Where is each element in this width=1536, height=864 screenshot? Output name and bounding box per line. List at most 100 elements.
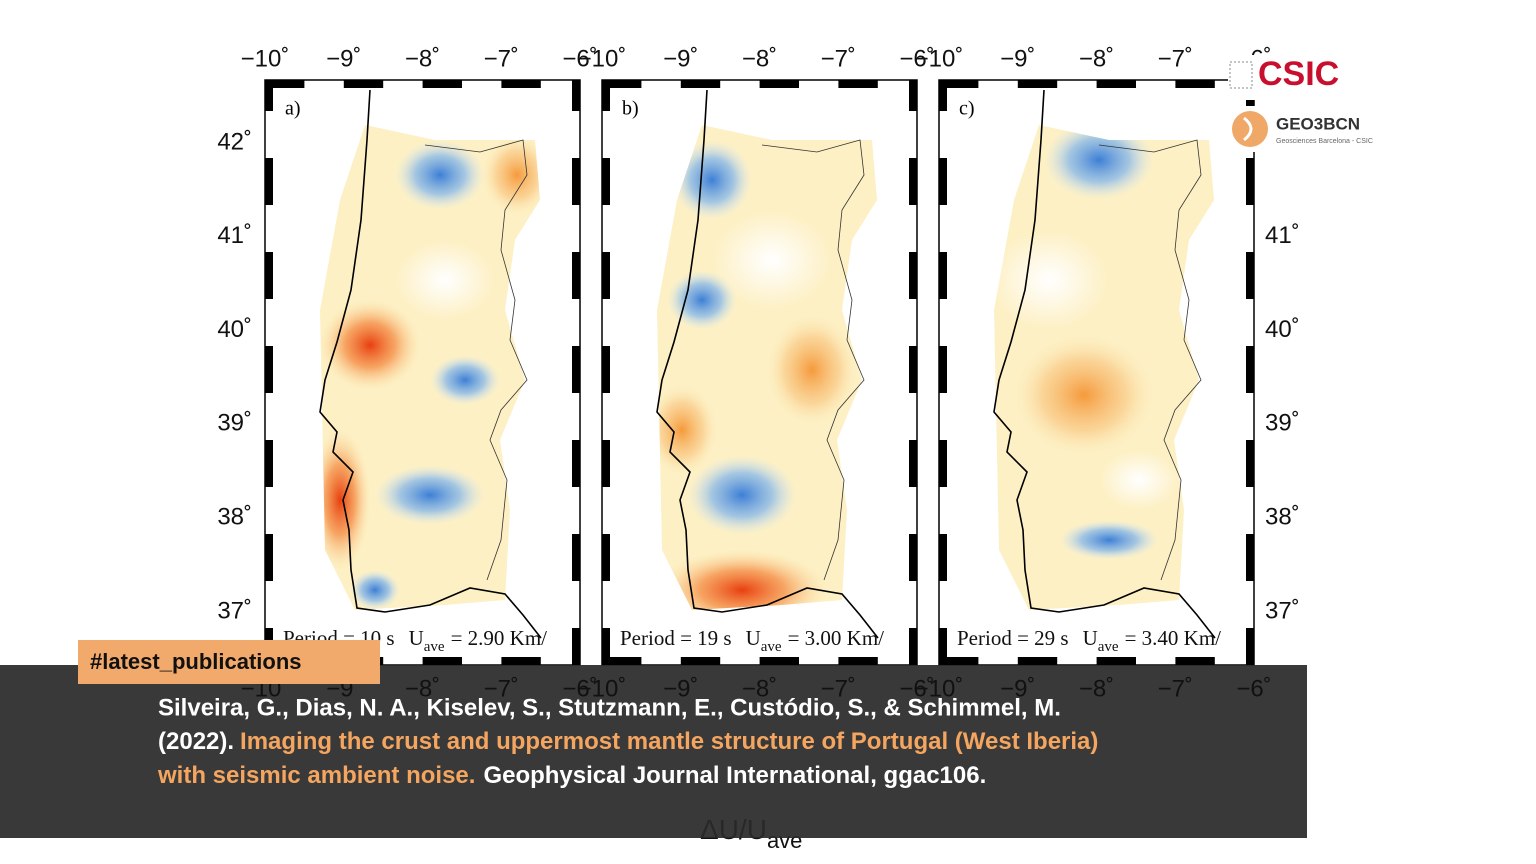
lat-tick-label-right: 37˚ <box>1265 597 1300 624</box>
lat-tick-label-right: 40˚ <box>1265 316 1300 343</box>
anomaly-blob <box>350 570 400 610</box>
lon-tick-label: −7˚ <box>484 45 519 72</box>
period-label: Period = 29 s Uave = 3.40 Km/ <box>957 626 1221 656</box>
border <box>424 139 528 581</box>
lon-tick-label-bottom: −9˚ <box>663 675 698 702</box>
citation-line-3: with seismic ambient noise. Geophysical J… <box>157 762 986 789</box>
anomaly-blob <box>395 240 495 320</box>
lon-tick-label-bottom: −8˚ <box>742 675 777 702</box>
u: U <box>409 626 424 650</box>
citation: Silveira, G., Dias, N. A., Kiselev, S., … <box>157 694 1098 789</box>
anomaly-blob <box>1044 125 1154 200</box>
anomaly-blob <box>375 465 485 525</box>
lon-tick-label: −6˚ <box>562 45 597 72</box>
lon-tick-label-bottom: −6˚ <box>562 675 597 702</box>
lat-tick-label-right: 39˚ <box>1265 410 1300 437</box>
anomaly-blob <box>482 135 540 215</box>
period: Period = 29 s <box>957 626 1069 650</box>
lon-tick-label-bottom: −6˚ <box>899 675 934 702</box>
coastline <box>656 89 879 639</box>
lon-tick-label-bottom: −9˚ <box>1000 675 1035 702</box>
anomaly-blob <box>1099 450 1179 510</box>
anomaly-blob <box>395 140 485 210</box>
geo-logo: GEO3BCN <box>1276 114 1360 133</box>
lon-tick-label: −10˚ <box>578 45 627 72</box>
lon-tick-label: −9˚ <box>1000 45 1035 72</box>
lon-tick-label-bottom: −8˚ <box>405 675 440 702</box>
tag-box <box>78 640 380 684</box>
u-sub: ave <box>1098 639 1119 655</box>
lon-tick-label: −8˚ <box>405 45 440 72</box>
geo-logo-sub: Geosciences Barcelona - CSIC <box>1276 138 1373 145</box>
anomaly-blob <box>320 300 420 390</box>
anomaly-blob <box>994 230 1109 330</box>
lat-tick-label: 37˚ <box>217 597 252 624</box>
lon-tick-label: −8˚ <box>742 45 777 72</box>
authors: Silveira, G., Dias, N. A., Kiselev, S., … <box>158 694 1061 721</box>
u-value: = 3.00 Km/ <box>788 626 885 650</box>
anomaly-blob <box>1014 335 1154 455</box>
lon-tick-label-bottom: −7˚ <box>1158 675 1193 702</box>
lon-tick-label-bottom: −7˚ <box>484 675 519 702</box>
u-value: = 2.90 Km/ <box>451 626 548 650</box>
border <box>1098 139 1202 581</box>
map-panel: b) Period = 19 s Uave = 3.00 Km/ <box>601 79 918 666</box>
border <box>761 139 865 581</box>
lon-tick-label: −10˚ <box>241 45 290 72</box>
lon-tick-label-bottom: −10˚ <box>915 675 964 702</box>
u-sub: ave <box>761 639 782 655</box>
lat-tick-label-right: 41˚ <box>1265 222 1300 249</box>
panel-label: b) <box>622 98 639 120</box>
anomaly-blob <box>1059 520 1159 560</box>
period-label: Period = 19 s Uave = 3.00 Km/ <box>620 626 884 656</box>
lat-tick-label: 40˚ <box>217 316 252 343</box>
lon-tick-label-bottom: −6˚ <box>1236 675 1271 702</box>
csic-logo: CSIC <box>1258 55 1339 93</box>
period: Period = 19 s <box>620 626 732 650</box>
lat-tick-label: 42˚ <box>217 128 252 155</box>
caption-overlay <box>0 665 1307 838</box>
anomaly-field <box>994 125 1214 610</box>
bottom-lon-ticks: −10˚ −9˚ −8˚ −7˚ −6˚−10˚ −9˚ −8˚ −7˚ −6˚−10˚ −9˚ −… <box>241 675 1272 702</box>
lon-tick-label-bottom: −8˚ <box>1079 675 1114 702</box>
lon-tick-label-bottom: −10˚ <box>578 675 627 702</box>
journal: Geophysical Journal International, ggac1… <box>483 762 986 789</box>
lon-tick-label: −10˚ <box>915 45 964 72</box>
anomaly-blob <box>672 140 752 220</box>
lon-tick-label: −7˚ <box>821 45 856 72</box>
lat-tick-label-right: 38˚ <box>1265 504 1300 531</box>
tag: #latest_publications <box>90 649 302 674</box>
map-panel: c) Period = 29 s Uave = 3.40 Km/ <box>938 79 1255 666</box>
coastline <box>319 89 542 639</box>
anomaly-blob <box>320 430 370 570</box>
lat-tick-label: 38˚ <box>217 504 252 531</box>
paper-title: Imaging the crust and uppermost mantle s… <box>240 728 1098 755</box>
anomaly-blob <box>767 315 857 425</box>
anomaly-blob <box>430 355 500 405</box>
anomaly-blob <box>712 210 832 310</box>
lon-tick-label: −9˚ <box>326 45 361 72</box>
lon-tick-label: −8˚ <box>1079 45 1114 72</box>
anomaly-blob <box>657 385 717 475</box>
anomaly-blob <box>667 270 737 330</box>
lon-tick-label: −6˚ <box>899 45 934 72</box>
year: (2022). <box>158 728 234 755</box>
coastline <box>993 89 1216 639</box>
geo-icon-mark <box>1243 116 1253 142</box>
lat-tick-label: 41˚ <box>217 222 252 249</box>
panel-label: a) <box>285 98 301 120</box>
u-sub: ave <box>424 639 445 655</box>
lon-tick-label-bottom: −7˚ <box>821 675 856 702</box>
map-panel: a)Period = 10 s Uave = 2.90 Km/ <box>264 79 581 666</box>
u: U <box>746 626 761 650</box>
anomaly-field <box>657 125 877 610</box>
anomaly-blob <box>687 455 797 535</box>
logos: CSIC GEO3BCN Geosciences Barcelona - CSI… <box>1228 55 1375 152</box>
lon-tick-label: −9˚ <box>663 45 698 72</box>
u-value: = 3.40 Km/ <box>1125 626 1222 650</box>
citation-line-2: (2022). Imaging the crust and uppermost m… <box>158 728 1098 755</box>
lat-tick-label: 39˚ <box>217 410 252 437</box>
paper-title-end: with seismic ambient noise. <box>157 762 475 789</box>
